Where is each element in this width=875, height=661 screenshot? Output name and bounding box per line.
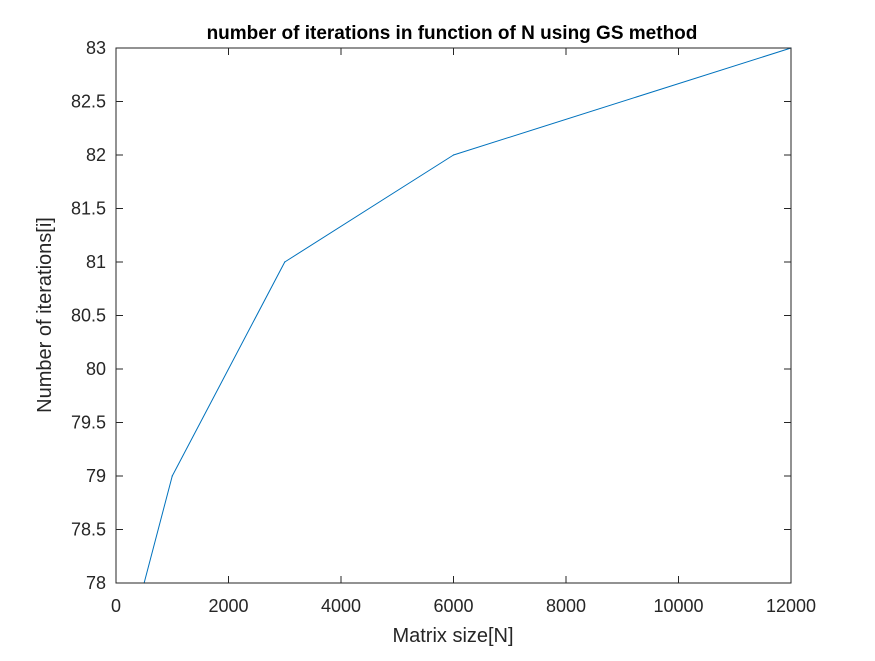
data-point	[171, 475, 173, 477]
x-tick-label: 0	[111, 596, 121, 616]
x-tick-label: 4000	[321, 596, 361, 616]
x-tick-label: 12000	[766, 596, 816, 616]
y-tick-label: 78.5	[71, 520, 106, 540]
y-tick-label: 78	[86, 573, 106, 593]
y-tick-label: 82.5	[71, 92, 106, 112]
plot-area	[116, 48, 791, 583]
y-tick-label: 81	[86, 252, 106, 272]
x-axis-label: Matrix size[N]	[392, 625, 513, 647]
x-tick-label: 6000	[433, 596, 473, 616]
x-tick-label: 10000	[653, 596, 703, 616]
y-tick-label: 83	[86, 38, 106, 58]
data-point	[452, 154, 455, 156]
y-tick-label: 80.5	[71, 306, 106, 326]
x-tick-label: 2000	[208, 596, 248, 616]
y-tick-labels: 78 78.5 79 79.5 80 80.5 81 81.5 82 82.5 83	[71, 38, 106, 593]
y-tick-label: 82	[86, 145, 106, 165]
y-tick-label: 79	[86, 466, 106, 486]
plot-frame	[115, 47, 792, 584]
x-tick-label: 8000	[546, 596, 586, 616]
y-tick-label: 79.5	[71, 413, 106, 433]
y-axis-label: Number of iterations[i]	[34, 217, 56, 413]
chart-title: number of iterations in function of N us…	[207, 23, 698, 44]
data-point	[284, 261, 286, 263]
x-tick-labels: 0 2000 4000 6000 8000 10000 12000	[111, 596, 816, 616]
y-tick-label: 80	[86, 359, 106, 379]
y-tick-label: 81.5	[71, 199, 106, 219]
